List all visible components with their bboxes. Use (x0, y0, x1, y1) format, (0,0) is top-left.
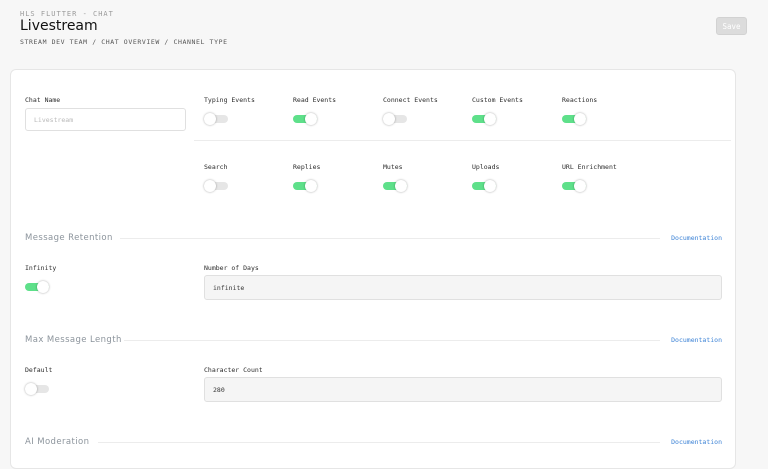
default-label: Default (25, 366, 52, 374)
chat-name-input[interactable]: Livestream (25, 108, 186, 131)
default-toggle[interactable] (25, 383, 49, 395)
ai-moderation-doc-link[interactable]: Documentation (671, 438, 722, 446)
read-events-toggle[interactable] (293, 113, 317, 125)
number-of-days-field[interactable]: infinite (204, 275, 722, 300)
max-message-length-title: Max Message Length (25, 335, 122, 345)
divider (194, 140, 731, 141)
save-button[interactable]: Save (716, 17, 747, 35)
search-label: Search (204, 163, 227, 171)
section-divider (120, 238, 660, 239)
connect-events-label: Connect Events (383, 96, 438, 104)
read-events-label: Read Events (293, 96, 336, 104)
section-divider (98, 442, 660, 443)
search-toggle[interactable] (204, 180, 228, 192)
replies-label: Replies (293, 163, 320, 171)
url-enrichment-toggle[interactable] (562, 180, 586, 192)
max-message-length-doc-link[interactable]: Documentation (671, 336, 722, 344)
mutes-label: Mutes (383, 163, 403, 171)
reactions-label: Reactions (562, 96, 597, 104)
number-of-days-label: Number of Days (204, 264, 259, 272)
infinity-label: Infinity (25, 264, 56, 272)
uploads-toggle[interactable] (472, 180, 496, 192)
custom-events-label: Custom Events (472, 96, 523, 104)
replies-toggle[interactable] (293, 180, 317, 192)
page-title: Livestream (20, 18, 98, 34)
character-count-label: Character Count (204, 366, 263, 374)
message-retention-title: Message Retention (25, 233, 113, 243)
uploads-label: Uploads (472, 163, 499, 171)
typing-events-label: Typing Events (204, 96, 255, 104)
section-divider (124, 340, 660, 341)
reactions-toggle[interactable] (562, 113, 586, 125)
page-header: HLS FLUTTER - CHAT Livestream STREAM DEV… (20, 10, 748, 60)
app-eyebrow: HLS FLUTTER - CHAT (20, 10, 114, 18)
ai-moderation-title: AI Moderation (25, 437, 89, 447)
breadcrumb[interactable]: STREAM DEV TEAM / CHAT OVERVIEW / CHANNE… (20, 38, 228, 46)
infinity-toggle[interactable] (25, 281, 49, 293)
connect-events-toggle[interactable] (383, 113, 407, 125)
chat-name-label: Chat Name (25, 96, 60, 104)
url-enrichment-label: URL Enrichment (562, 163, 617, 171)
mutes-toggle[interactable] (383, 180, 407, 192)
typing-events-toggle[interactable] (204, 113, 228, 125)
message-retention-doc-link[interactable]: Documentation (671, 234, 722, 242)
custom-events-toggle[interactable] (472, 113, 496, 125)
character-count-field[interactable]: 280 (204, 377, 722, 402)
